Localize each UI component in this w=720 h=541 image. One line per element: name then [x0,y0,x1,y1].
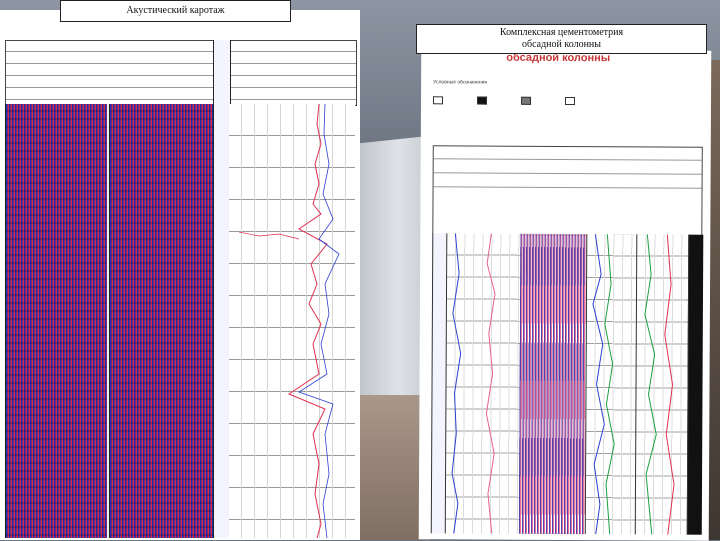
acoustic-log-header [5,40,357,106]
curve-plot-1 [451,233,496,534]
cement-quality-strip [686,234,704,535]
legend-title: Условные обозначения [433,79,488,86]
background-desk [350,395,430,540]
background-paper-roll [350,135,430,415]
curve-track [229,103,355,539]
caption-acoustic-log: Акустический каротаж [60,0,291,22]
curve-track-2 [584,234,638,535]
curve-plot-2 [592,234,615,535]
curve-plot [238,103,340,539]
caption-cement-line2: обсадной колонны [521,39,601,50]
cement-log-sheet: обсадной колонны Условные обозначения [418,49,712,541]
track-separator [107,104,109,538]
cement-wave-track [518,233,587,535]
curve-track-3 [634,234,690,535]
legend-swatches [432,91,701,106]
cement-log-header [432,145,703,237]
curve-plot-3 [644,234,675,535]
caption-cement-log: Комплексная цементометрия обсадной колон… [416,24,707,54]
wave-track-2 [109,104,215,538]
curve-track-1 [444,233,522,534]
caption-cement-line1: Комплексная цементометрия [499,27,624,38]
acoustic-log-sheet: АКУСТИЧЕСКИЙ КАРОТАЖ [0,10,360,540]
wave-track-1 [5,104,109,538]
